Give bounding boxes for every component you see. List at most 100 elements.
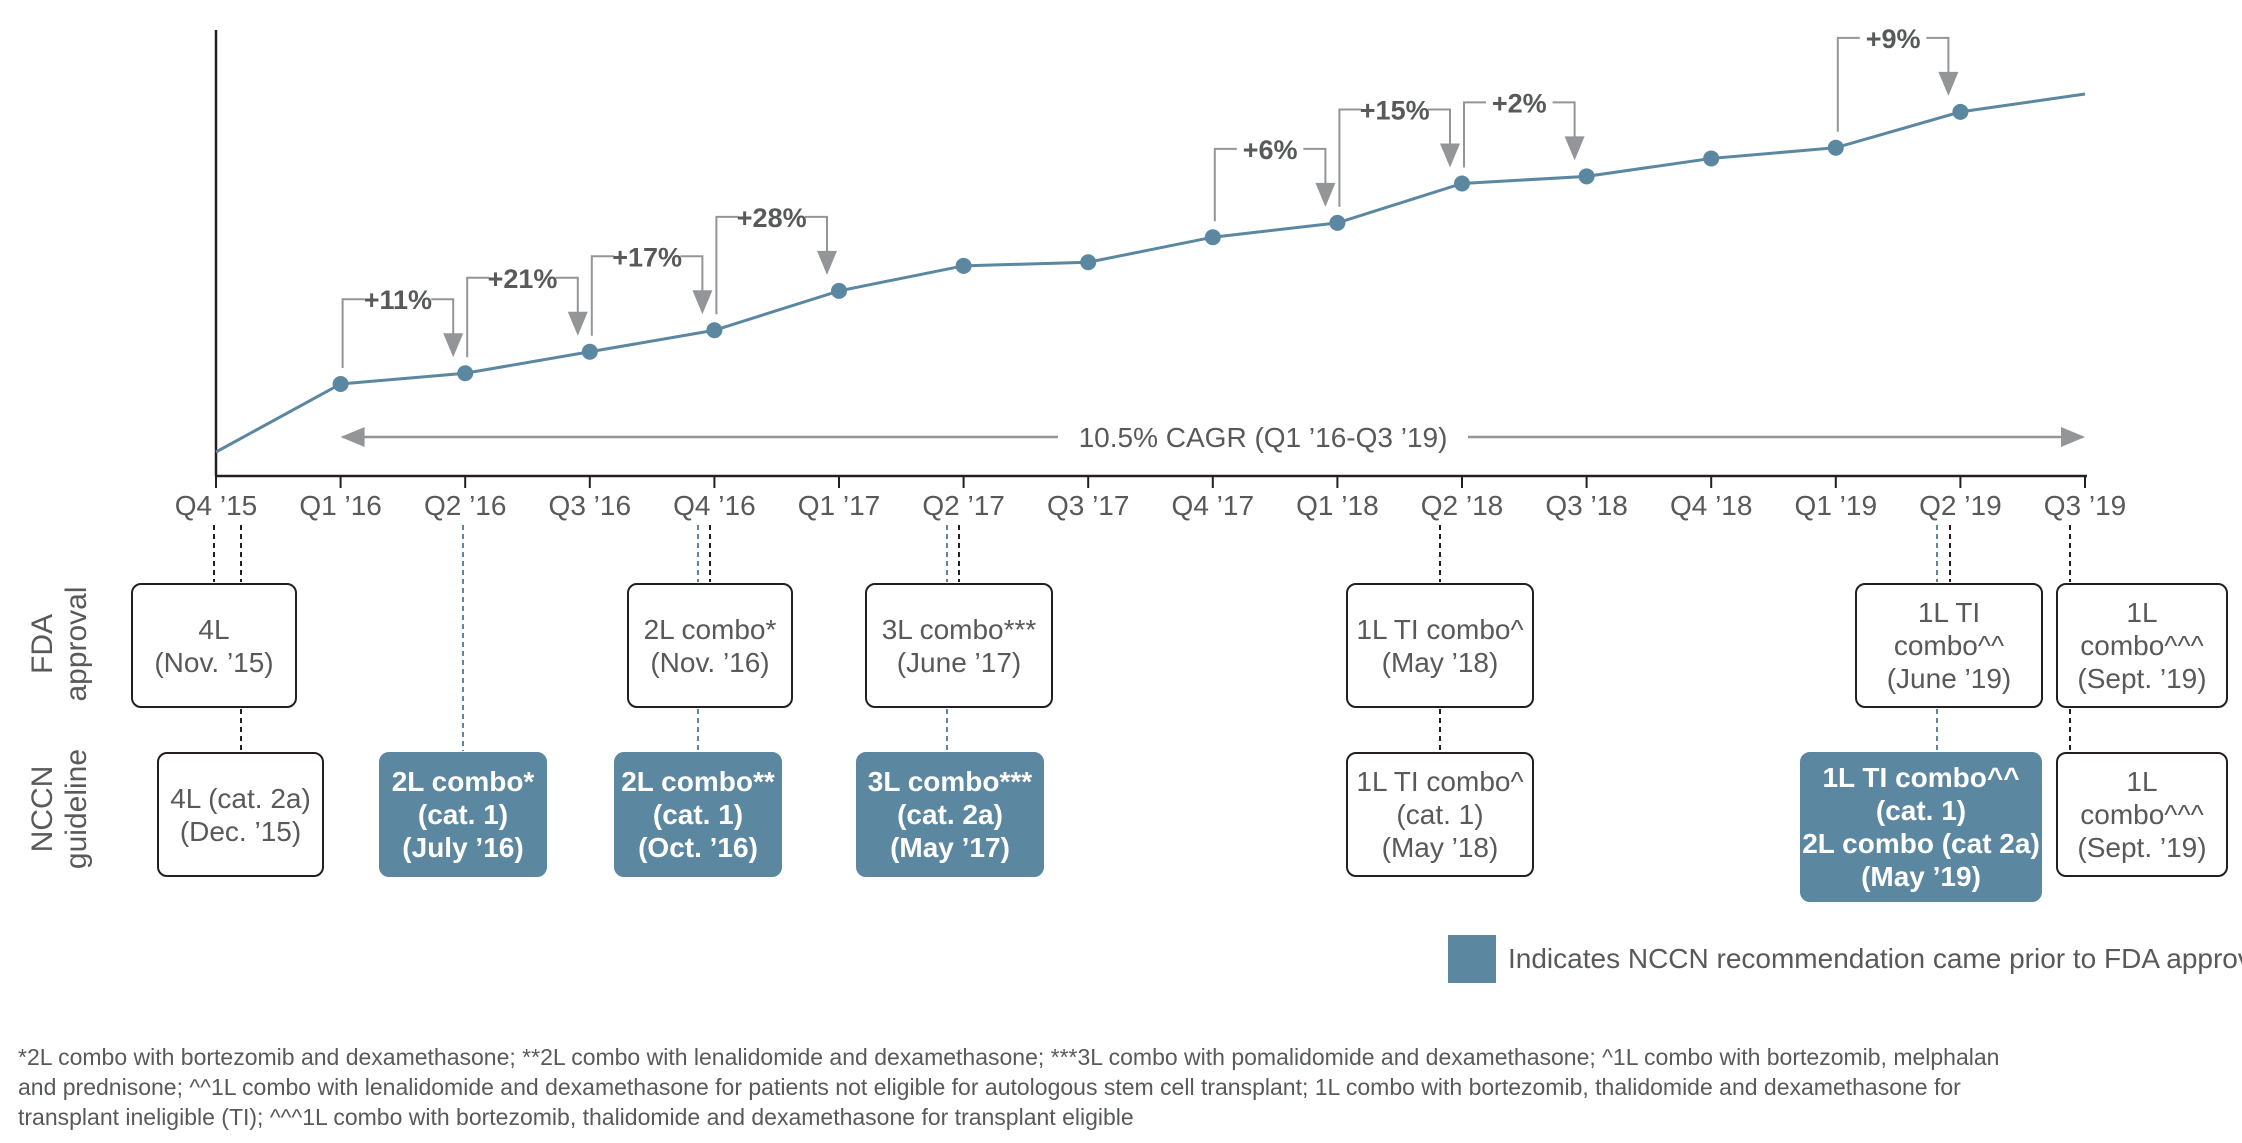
fda-box: 1L TI combo^ (May ’18) [1346,583,1534,708]
nccn-box: 1L TI combo^^ (cat. 1) 2L combo (cat 2a) (M… [1800,752,2042,902]
fda-row-label-line2: approval [60,586,93,702]
nccn-box-line: 1L [2126,766,2158,797]
fda-box: 1L combo^^^ (Sept. ’19) [2056,583,2228,708]
fda-box-line: (June ’19) [1886,663,2012,694]
nccn-box: 1L TI combo^ (cat. 1) (May ’18) [1346,752,1534,877]
nccn-box-line: (cat. 1) [652,799,744,830]
legend-text: Indicates NCCN recommendation came prior… [1508,943,2242,974]
annotation-label: +15% [1360,96,1430,126]
annotation-bracket-left [1213,147,1237,222]
data-point [1329,214,1346,231]
annotation-bracket-right [431,298,455,336]
fda-box-line: 1L TI [1917,597,1981,628]
nccn-box-line: (Sept. ’19) [2077,832,2207,863]
fda-box-line: (June ’17) [896,646,1022,678]
x-tick-label: Q3 ’17 [1047,490,1130,521]
data-point [1204,229,1221,246]
x-tick-label: Q4 ’17 [1172,490,1255,521]
nccn-box-line: 1L TI combo^ [1356,766,1524,797]
annotation-arrowhead [443,333,464,358]
fda-box: 1L TI combo^^ (June ’19) [1855,583,2043,708]
nccn-box-line: (May ’17) [890,832,1010,863]
annotation-label: +17% [612,242,682,272]
annotation-arrowhead [817,250,837,275]
data-point [955,257,972,274]
nccn-box-line: (cat. 2a) [897,799,1003,830]
nccn-box: 1L combo^^^ (Sept. ’19) [2056,752,2228,877]
data-point [831,282,847,299]
x-tick-label: Q1 ’19 [1795,490,1878,521]
cagr-range: 10.5% CAGR (Q1 ’16-Q3 ’19) [340,422,2085,453]
annotation-bracket-left [1836,36,1860,132]
nccn-row-label-line1: NCCN [26,765,59,853]
annotation-arrowhead [567,311,588,336]
growth-annotations: +11% +21% +17% +28% +6% +15% +2% +9% [341,24,1959,368]
x-tick-label: Q4 ’16 [673,490,756,521]
annotation-arrowhead [1938,71,1959,96]
footnote-line: *2L combo with bortezomib and dexamethas… [18,1044,2000,1070]
nccn-box-line: 3L combo*** [867,766,1033,797]
nccn-box-line: (cat. 1) [1875,795,1967,826]
data-point [1578,168,1595,185]
footnote-line: and prednisone; ^^1L combo with lenalido… [18,1074,1961,1100]
data-point [581,343,598,360]
nccn-box-line: (cat. 1) [417,799,509,830]
data-point [332,375,349,392]
cagr-arrowhead-right [2061,427,2085,447]
x-tick-label: Q2 ’17 [922,490,1005,521]
legend: Indicates NCCN recommendation came prior… [1448,935,2242,983]
nccn-box: 4L (cat. 2a) (Dec. ’15) [157,752,324,877]
nccn-box-line: 2L combo* [391,766,535,797]
x-tick-label: Q1 ’18 [1296,490,1379,521]
data-point [1952,103,1969,120]
fda-box: 2L combo* (Nov. ’16) [627,583,793,708]
series-line [215,92,2086,454]
x-tick-label: Q2 ’18 [1421,490,1504,521]
nccn-box-line: (July ’16) [402,832,524,863]
growth-annotation: +17% [590,242,713,336]
annotation-bracket-right [555,276,579,314]
nccn-box-line: (Oct. ’16) [638,832,758,863]
annotation-bracket-left [590,255,614,336]
chart-axes [214,30,2087,488]
nccn-row-label: NCCN guideline [26,714,94,904]
x-tick-label: Q3 ’16 [549,490,632,521]
annotation-bracket-right [1552,101,1576,139]
cagr-label: 10.5% CAGR (Q1 ’16-Q3 ’19) [1079,422,1448,453]
nccn-box: 2L combo** (cat. 1) (Oct. ’16) [614,752,782,877]
x-tick-label: Q3 ’18 [1545,490,1628,521]
annotation-arrowhead [1564,136,1585,161]
nccn-box-line: (cat. 1) [1396,799,1484,830]
annotation-bracket-right [680,255,704,293]
growth-annotation: +28% [715,203,837,315]
fda-box: 3L combo*** (June ’17) [865,583,1053,708]
nccn-box-line: (May ’19) [1861,861,1981,892]
annotation-bracket-left [341,298,365,368]
fda-box-line: 4L [198,613,230,645]
x-tick-label: Q4 ’18 [1670,490,1753,521]
fda-box-line: (Nov. ’15) [154,646,274,678]
growth-annotation: +11% [341,285,464,368]
x-tick-label: Q2 ’19 [1919,490,2002,521]
data-point [457,365,474,382]
annotation-bracket-left [1463,101,1486,168]
x-tick-label: Q1 ’17 [798,490,881,521]
annotation-label: +2% [1492,88,1547,118]
fda-box: 4L (Nov. ’15) [131,583,297,708]
growth-annotation: +21% [466,264,588,358]
x-tick-labels: Q4 ’15 Q1 ’16 Q2 ’16 Q3 ’16 Q4 ’16 Q1 ’17 Q2 ’… [175,490,2127,521]
fda-box-line: combo^^^ [2080,630,2204,661]
data-series [215,92,2086,454]
nccn-box: 3L combo*** (cat. 2a) (May ’17) [856,752,1044,877]
x-tick-label: Q4 ’15 [175,490,258,521]
timeline-connectors [213,525,2071,751]
fda-box-line: combo^^ [1893,630,2005,661]
annotation-arrowhead [692,290,713,315]
fda-row-label: FDA approval [26,549,94,739]
fda-box-line: 3L combo*** [881,613,1037,645]
x-tick-label: Q3 ’19 [2044,490,2127,521]
fda-box-line: (May ’18) [1381,646,1499,678]
annotation-label: +11% [364,285,432,315]
growth-annotation: +15% [1338,96,1460,207]
data-point [1454,175,1470,192]
